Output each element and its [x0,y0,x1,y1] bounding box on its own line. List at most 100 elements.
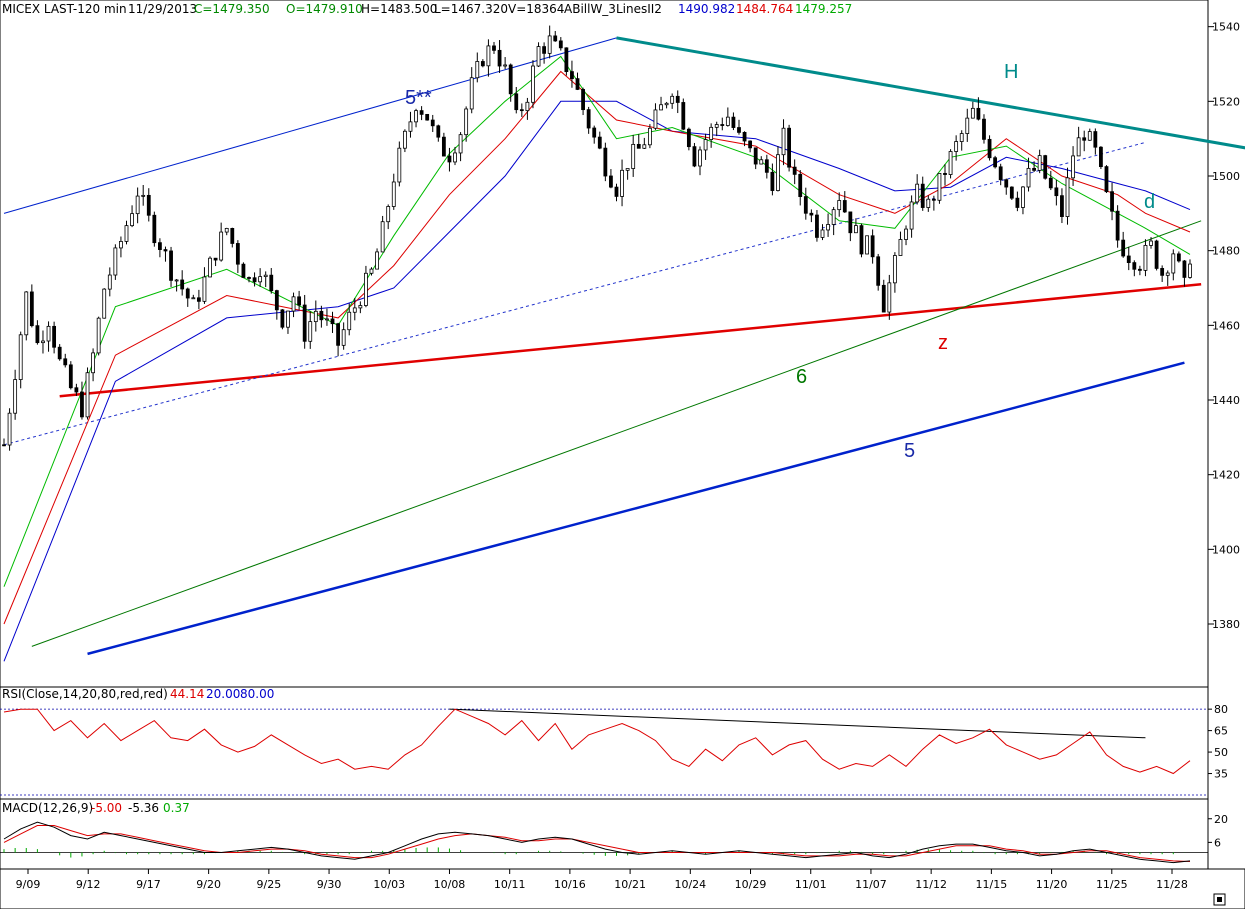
candle-body [503,64,508,67]
candle-body [369,268,374,274]
candle-body [52,325,57,348]
macd-hist-value: 0.37 [163,801,190,815]
candle-body [781,127,786,156]
candle-body [609,175,613,188]
candle-body [848,211,853,234]
panel-controls[interactable] [1213,893,1226,906]
candle-body [508,64,513,95]
candle-body [91,352,95,374]
date-axis [0,868,1245,909]
candle-body [375,251,379,270]
rsi-tick-label: 80 [1214,703,1228,716]
candle-body [1160,268,1165,276]
candle-body [191,297,196,300]
annotation-5: 5 [904,440,915,462]
candle-body [1143,245,1148,271]
candle-body [881,284,886,313]
candle-body [63,358,68,366]
candle-body [865,235,869,255]
candle-body [252,277,257,283]
date-tick-label: 11/01 [795,878,827,891]
trendline-support [59,283,1202,398]
annotation-5-star: 5** [405,87,432,109]
candle-body [341,329,346,346]
candle-body [102,288,107,319]
candle-body [993,157,998,168]
date-tick-label: 9/20 [196,878,221,891]
date-tick-label: 11/15 [976,878,1008,891]
candle-body [263,274,268,278]
candle-body [280,309,285,328]
date-tick-label: 9/17 [136,878,161,891]
header-open: O=1479.910 [286,2,363,16]
candle-body [352,307,357,313]
date-tick-label: 9/12 [76,878,101,891]
candle-body [519,109,524,112]
date-tick-label: 10/16 [554,878,586,891]
candle-body [1137,268,1142,271]
candle-body [497,49,502,67]
candle-body [35,325,40,344]
date-tick-label: 10/11 [494,878,526,891]
trendline-dashed [3,141,1146,446]
candle-body [430,119,435,127]
candle-body [141,194,146,197]
candle-body [1065,177,1070,217]
candle-body [57,346,62,360]
candle-body [620,169,624,197]
candle-body [135,195,140,215]
candle-body [976,107,981,120]
candle-body [859,225,864,255]
header-symbol: MICEX LAST-120 min [2,2,127,16]
macd-label: MACD(12,26,9) [2,801,93,815]
candle-body [1087,131,1092,141]
candle-body [325,318,329,321]
candle-body [1121,239,1126,257]
candle-body [464,108,469,136]
candle-body [948,151,953,175]
rsi-tick-label: 65 [1214,725,1228,738]
macd-header: MACD(12,26,9) -5.00 -5.36 0.37 [2,801,190,815]
annotation-d: d [1144,191,1155,213]
candle-body [13,379,18,414]
macd-panel [0,798,1209,870]
candle-body [414,110,418,123]
macd-signal-line [3,825,1191,862]
date-tick-label: 10/29 [735,878,767,891]
candle-body [235,243,240,265]
candle-body [241,263,246,278]
candle-body [531,65,535,103]
candle-body [1093,131,1098,148]
candle-body [425,113,430,121]
candle-body [931,198,936,201]
candle-body [397,147,402,183]
rsi-chart: 35 50 65 80 [0,703,1228,796]
candle-body [1182,260,1187,278]
candle-body [920,183,925,208]
candle-body [675,95,680,103]
candle-body [180,279,185,290]
candle-body [475,61,480,79]
candle-body [564,47,569,73]
date-tick-label: 9/09 [16,878,41,891]
candle-body [558,40,563,49]
candle-body [631,143,636,169]
candle-body [447,155,452,163]
candle-body [358,305,363,309]
annotations: 5** H z 6 5 d [405,61,1155,462]
macd-value: -5.00 [91,801,122,815]
candle-body [915,183,920,203]
header-high: H=1483.500 [361,2,437,16]
macd-line [3,821,1191,864]
trendline-channel-5 [87,361,1185,656]
macd-signal-value: -5.36 [128,801,159,815]
candle-body [1188,263,1192,278]
candle-body [74,387,79,393]
candle-body [670,95,675,104]
candle-body [269,274,274,292]
candle-body [1099,146,1103,168]
candle-body [909,201,914,230]
candle-body [926,198,931,208]
candle-body [7,412,12,446]
rsi-high: 80.00 [240,687,274,701]
